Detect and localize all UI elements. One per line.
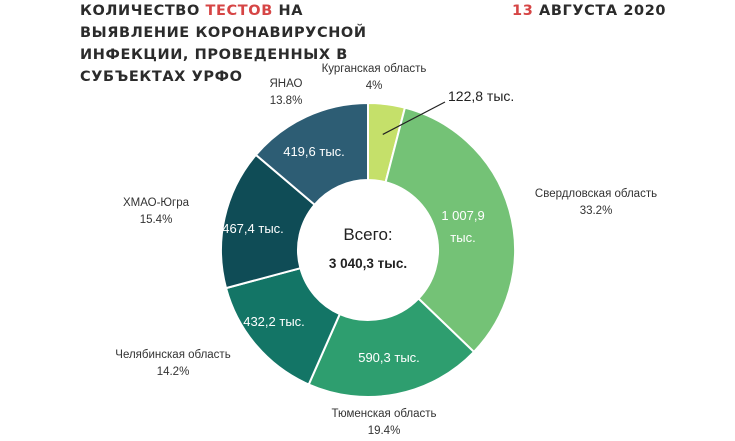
date-day: 13: [512, 3, 534, 19]
slice-1-value: 122,8 тыс.: [448, 88, 514, 104]
report-date: 13 АВГУСТА 2020: [512, 0, 666, 22]
slice-6-arc: [254, 101, 369, 207]
slice-3-arc: [307, 297, 476, 398]
slice-3-value: 590,3 тыс.: [358, 350, 420, 365]
slice-6-legend: ЯНАО 13.8%: [270, 78, 303, 107]
slice-6-percent: 13.8%: [270, 95, 303, 107]
slice-3-legend: Тюменская область 19.4%: [331, 408, 436, 437]
slice-3-percent: 19.4%: [368, 425, 401, 437]
slice-2-value-unit: тыс.: [450, 230, 475, 245]
slice-1-percent: 4%: [366, 80, 383, 92]
slice-5-percent: 15.4%: [140, 214, 173, 226]
title-part-1: КОЛИЧЕСТВО: [80, 3, 206, 19]
slice-4-name: Челябинская область: [115, 349, 230, 361]
slice-5-legend: ХМАО-Югра 15.4%: [123, 197, 190, 226]
slice-6-value: 419,6 тыс.: [283, 144, 345, 159]
slice-1-callout-line: [382, 101, 446, 135]
date-month-year: АВГУСТА 2020: [533, 3, 667, 19]
slice-2-name: Свердловская область: [535, 188, 657, 200]
title-part-2: НА ВЫЯВЛЕНИЕ КОРОНАВИРУСНОЙ ИНФЕКЦИИ, ПР…: [80, 3, 367, 85]
slice-1-legend: Курганская область 4%: [322, 63, 427, 92]
slice-2-value: 1 007,9: [441, 208, 484, 223]
page-title: КОЛИЧЕСТВО ТЕСТОВ НА ВЫЯВЛЕНИЕ КОРОНАВИР…: [80, 0, 410, 88]
slice-5-value: 467,4 тыс.: [222, 221, 284, 236]
slice-2-legend: Свердловская область 33.2%: [535, 188, 657, 217]
slice-3-name: Тюменская область: [331, 408, 436, 420]
slice-5-arc: [220, 153, 317, 290]
slice-2-arc: [384, 106, 516, 354]
slice-5-name: ХМАО-Югра: [123, 197, 190, 209]
slice-6-name: ЯНАО: [270, 78, 303, 90]
slice-2-percent: 33.2%: [580, 205, 613, 217]
title-highlight: ТЕСТОВ: [205, 3, 273, 19]
slice-1-name: Курганская область: [322, 63, 427, 75]
slice-4-value: 432,2 тыс.: [243, 314, 305, 329]
center-total-label: Всего:: [343, 225, 392, 244]
center-total-value: 3 040,3 тыс.: [329, 256, 407, 271]
slice-4-percent: 14.2%: [157, 366, 190, 378]
slice-4-legend: Челябинская область 14.2%: [115, 349, 230, 378]
